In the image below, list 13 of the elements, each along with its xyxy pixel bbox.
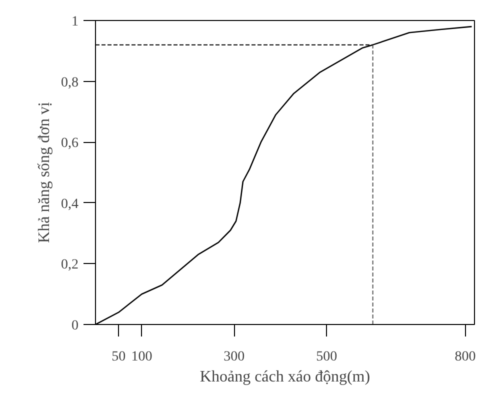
- x-tick-label: 800: [454, 350, 476, 364]
- y-tick-label: 0,2: [61, 258, 78, 273]
- y-tick-label: 1: [72, 14, 78, 30]
- x-axis-title: Khoảng cách xáo động(m): [200, 368, 370, 386]
- y-tick-label: 0,4: [61, 196, 78, 212]
- x-tick-label: 500: [316, 350, 338, 364]
- y-tick-label: 0,6: [61, 136, 78, 152]
- x-tick-label: 50: [112, 350, 126, 364]
- y-axis-title: Khả năng sống đơn vị: [36, 102, 53, 243]
- x-tick-label: 100: [131, 350, 152, 364]
- y-tick-label: 0,8: [61, 75, 78, 90]
- x-tick-label: 300: [224, 350, 245, 364]
- y-tick-label: 0: [72, 318, 78, 334]
